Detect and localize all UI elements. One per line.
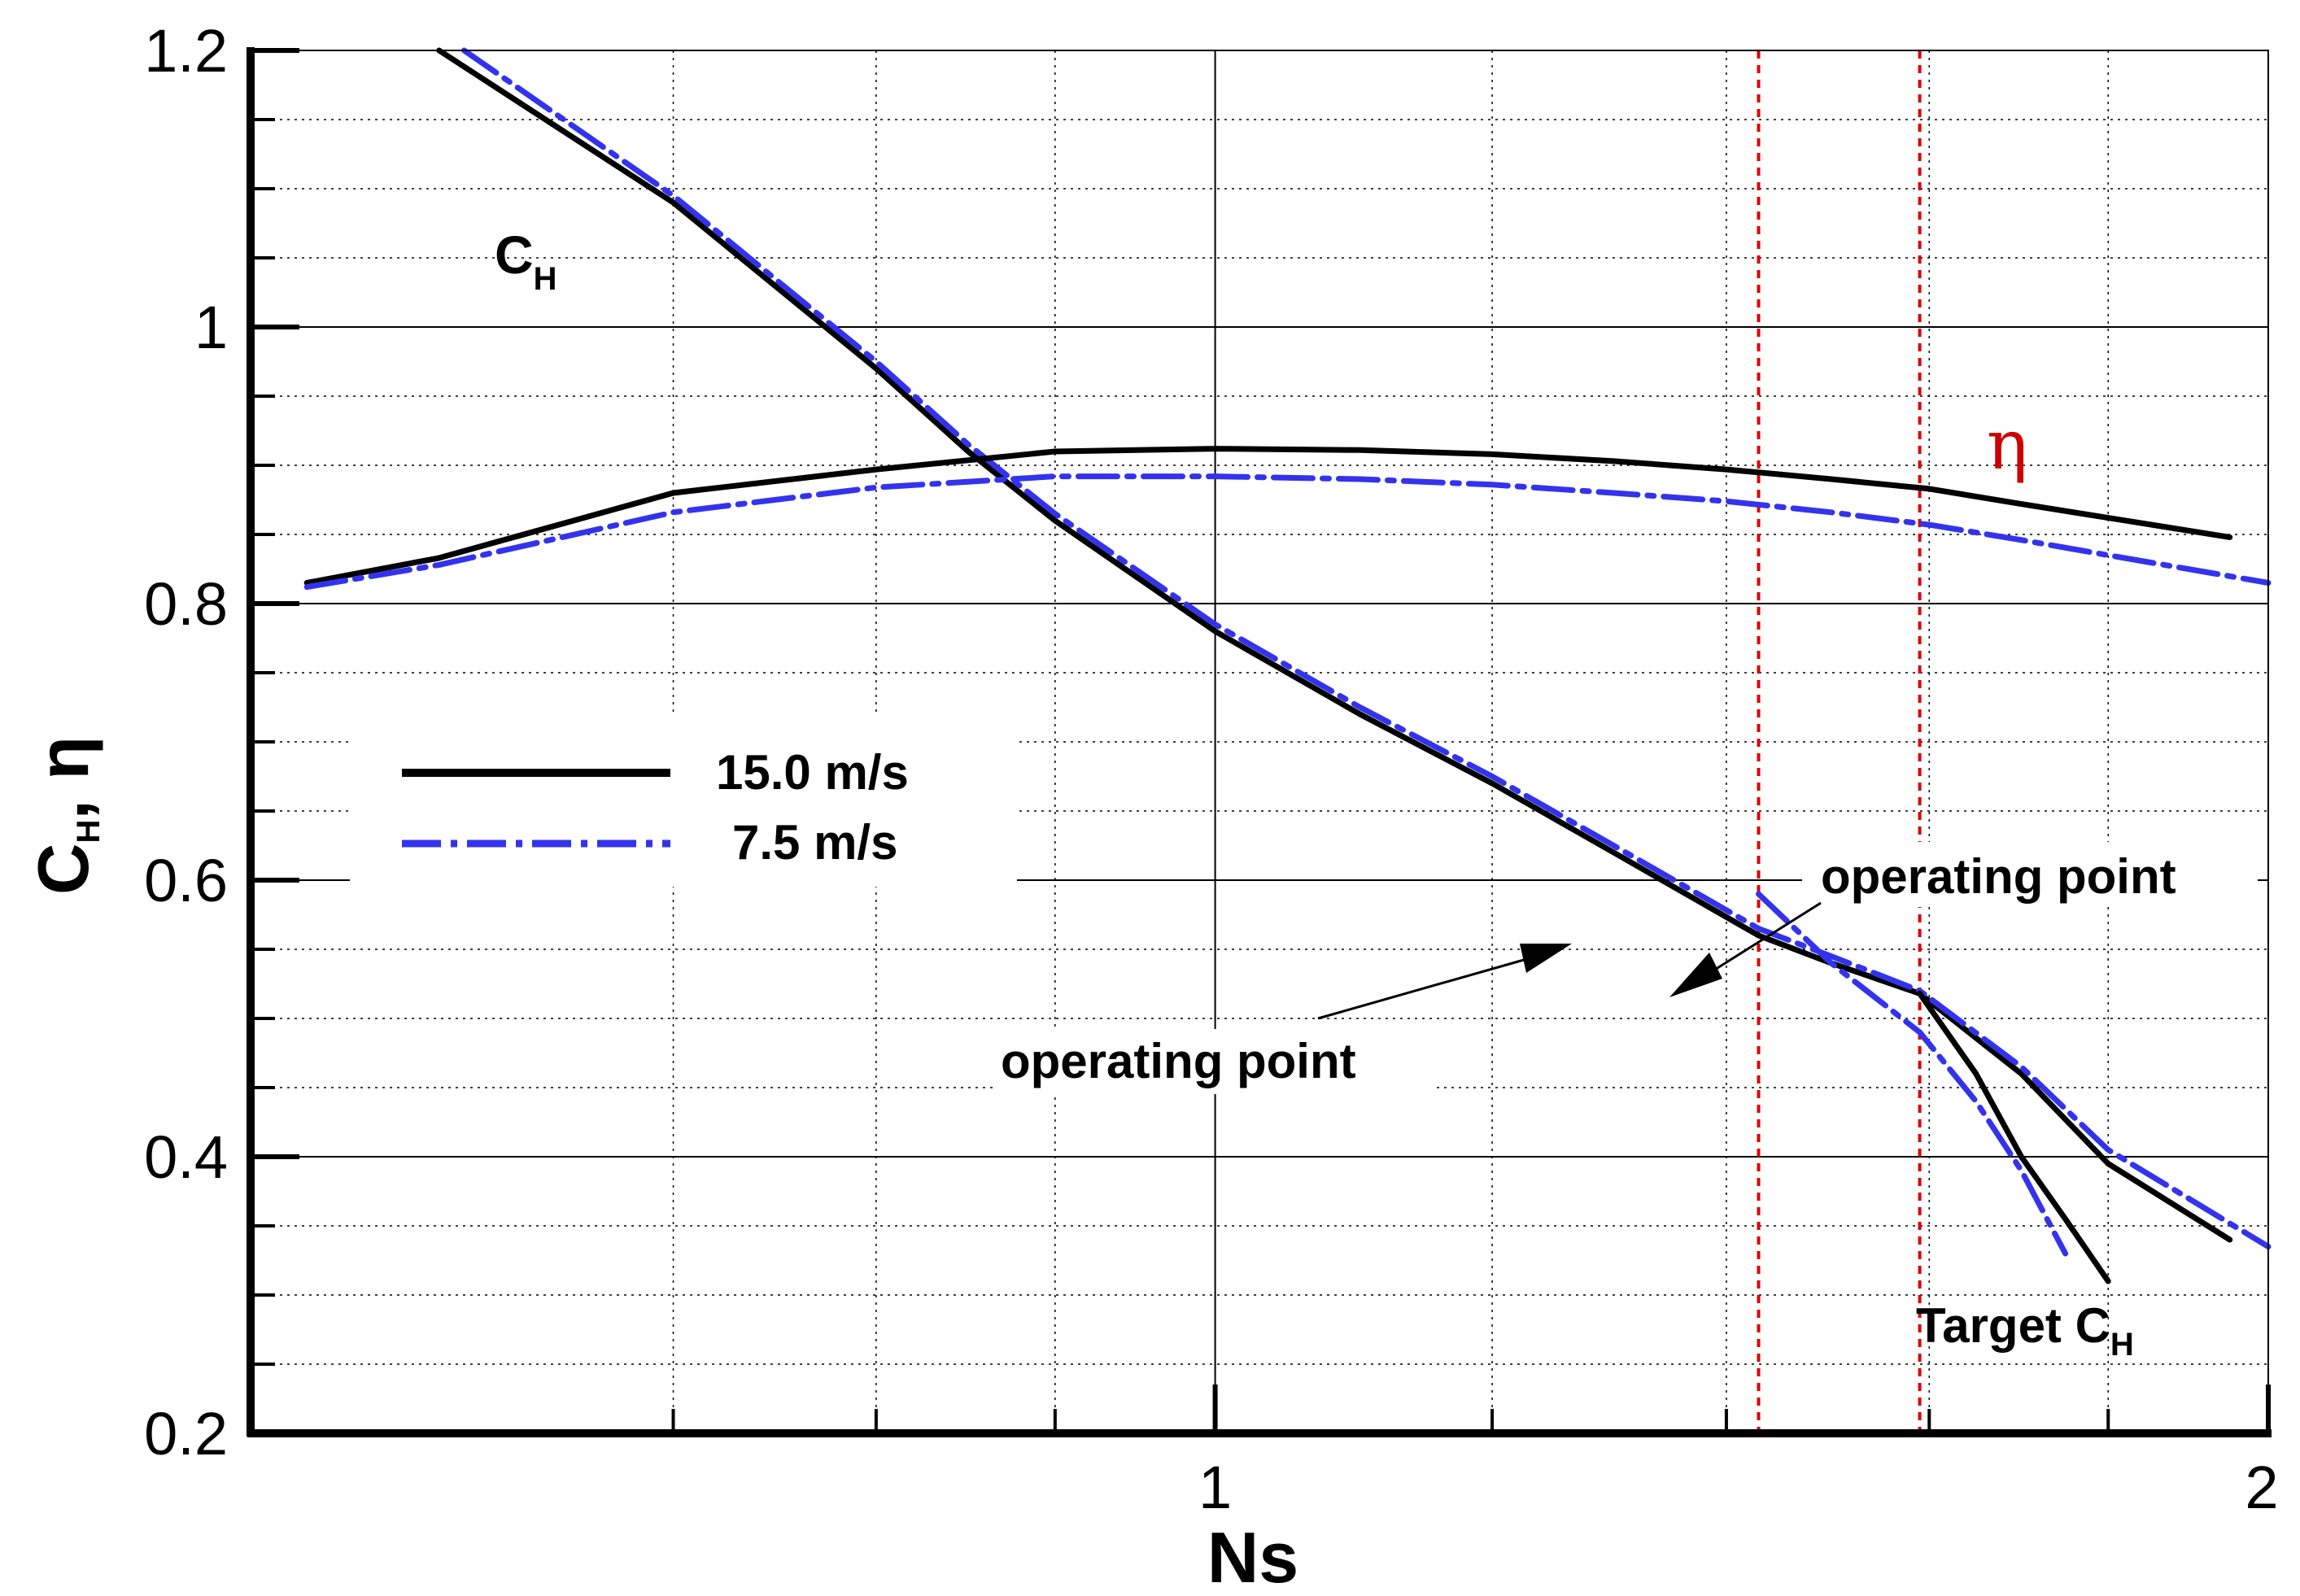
legend: 15.0 m/s 7.5 m/s (350, 716, 1017, 887)
reference-lines (1757, 50, 1922, 1433)
y-tick-label: 1.2 (144, 17, 228, 85)
x-axis-title: Ns (1207, 1517, 1299, 1596)
y-tick-label: 0.6 (144, 847, 228, 914)
series-c-h-7-5 (461, 47, 2272, 1249)
y-axis-title: CH, η (23, 736, 107, 895)
legend-label-7-5: 7.5 m/s (732, 815, 897, 870)
series---15-0 (303, 446, 2233, 586)
x-tick-label: 1 (1198, 1454, 1232, 1521)
target-ch-label: Target CH (1916, 1298, 2134, 1363)
ch-curve-label-main: C (495, 225, 534, 285)
series---7-5 (303, 473, 2272, 591)
op-point-right-label: operating point (1821, 849, 2176, 904)
series-c-h-15-0 (436, 47, 2233, 1243)
svg-text:CH, η: CH, η (23, 736, 107, 895)
operating-point-annotations: operating point operating point (993, 842, 2258, 1094)
y-tick-label: 0.4 (144, 1123, 228, 1191)
y-tick-label: 0.2 (144, 1400, 228, 1467)
op-right-arrowhead (1669, 953, 1722, 997)
y-axis-title-sub: H (71, 820, 107, 844)
legend-box (350, 716, 1017, 887)
tick-labels: 0.2 0.4 0.6 0.8 1 1.2 1 2 (144, 17, 2278, 1521)
x-tick-label: 2 (2245, 1454, 2278, 1521)
target-ch-label-main: Target C (1916, 1298, 2110, 1353)
op-left-arrowhead (1520, 944, 1572, 973)
y-tick-label: 0.8 (144, 570, 228, 638)
axes (247, 47, 2272, 1437)
series-target-c-h-15-0 (1917, 990, 2111, 1284)
op-point-left-label: operating point (1001, 1034, 1356, 1088)
ch-curve-label: CH (495, 225, 557, 297)
series-group (303, 47, 2272, 1284)
legend-label-15: 15.0 m/s (716, 745, 909, 800)
y-axis-title-rest: , η (23, 736, 103, 820)
eta-curve-label: η (1987, 405, 2027, 485)
y-axis-title-main: C (23, 843, 103, 895)
op-right-bg (1802, 842, 2258, 907)
y-tick-label: 1 (194, 294, 228, 361)
op-left-bg (993, 1029, 1432, 1094)
op-left-leader (1317, 957, 1530, 1020)
ch-curve-label-sub: H (534, 261, 557, 297)
target-ch-label-sub: H (2110, 1327, 2134, 1363)
series-target-c-h-7-5 (1756, 891, 2069, 1257)
op-right-leader (1704, 901, 1822, 978)
